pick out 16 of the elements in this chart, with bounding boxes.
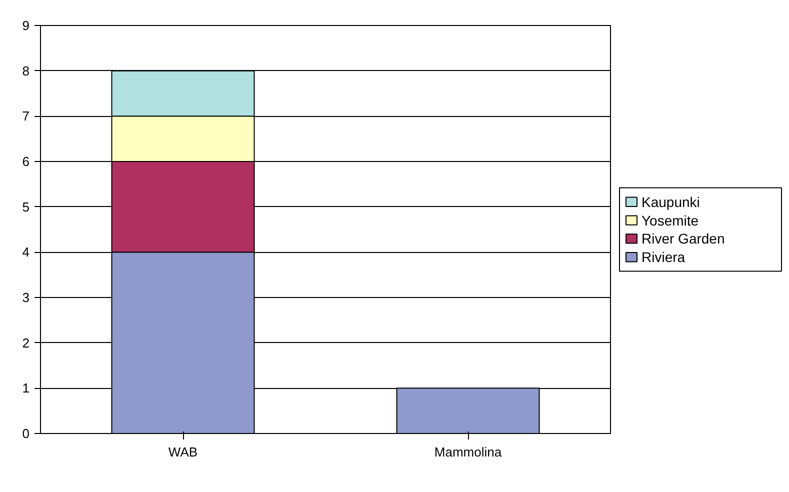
y-tick-label: 7 [22, 108, 30, 124]
y-tick-label: 0 [22, 426, 30, 441]
y-tick-label: 8 [22, 63, 30, 78]
legend-label: Yosemite [642, 212, 699, 228]
legend-label: Kaupunki [642, 194, 700, 210]
y-tick-label: 5 [22, 199, 30, 214]
y-tick-label: 6 [22, 154, 30, 169]
y-tick-label: 3 [22, 290, 30, 305]
y-tick-label: 1 [22, 380, 30, 396]
x-tick-label: WAB [168, 444, 198, 460]
y-tick-label: 9 [22, 18, 30, 33]
y-tick-label: 2 [22, 335, 30, 350]
x-tick-label: Mammolina [434, 444, 502, 460]
legend-label: River Garden [642, 230, 725, 247]
y-tick-label: 4 [22, 244, 30, 260]
legend-label: Riviera [642, 249, 686, 266]
